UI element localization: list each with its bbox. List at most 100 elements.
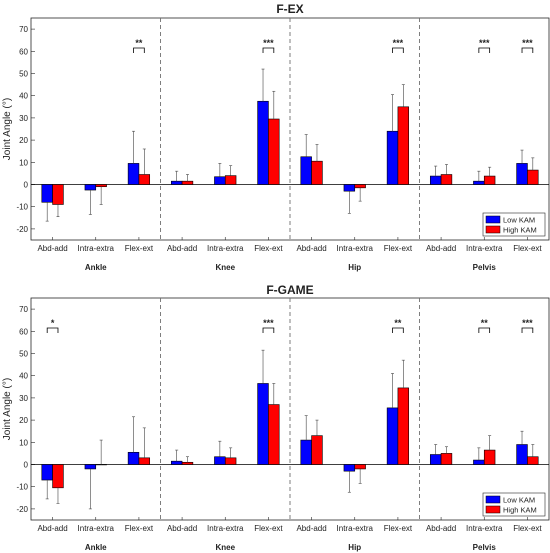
bar-low-kam — [214, 176, 226, 185]
y-tick-label: 60 — [19, 327, 28, 336]
y-tick-label: 30 — [19, 394, 28, 403]
category-label: Abd-add — [296, 524, 326, 533]
y-tick-label: -10 — [16, 483, 28, 492]
significance-label: *** — [263, 38, 274, 48]
significance-label: ** — [394, 318, 402, 328]
y-tick-label: -20 — [16, 225, 28, 234]
group-label: Ankle — [85, 263, 107, 272]
bar-high-kam — [311, 435, 323, 465]
significance-label: ** — [135, 38, 143, 48]
bar-low-kam — [127, 163, 140, 185]
bar-low-kam — [516, 444, 528, 465]
category-label: Flex-ext — [125, 524, 154, 533]
bar-low-kam — [300, 439, 312, 465]
bar-high-kam — [397, 106, 410, 185]
bar-high-kam — [354, 464, 366, 470]
y-tick-label: 30 — [19, 114, 28, 123]
group-label: Ankle — [85, 543, 107, 552]
significance-bracket — [521, 327, 534, 333]
y-tick-label: 0 — [24, 181, 29, 190]
group-label: Hip — [348, 263, 361, 272]
y-tick-label: 10 — [19, 438, 28, 447]
bar-low-kam — [516, 163, 528, 185]
bar-low-kam — [41, 464, 53, 481]
significance-label: *** — [479, 38, 490, 48]
bar-low-kam — [429, 175, 442, 185]
significance-bracket — [521, 47, 534, 53]
bar-low-kam — [473, 459, 485, 465]
bar-low-kam — [257, 383, 269, 465]
bar-high-kam — [440, 174, 453, 185]
plot-frame — [30, 17, 550, 241]
category-label: Intra-extra — [78, 524, 115, 533]
y-tick-label: -20 — [16, 505, 28, 514]
bar-low-kam — [41, 184, 53, 203]
significance-label: *** — [522, 318, 533, 328]
significance-bracket — [392, 327, 404, 333]
y-tick-label: 70 — [19, 305, 28, 314]
category-label: Abd-add — [426, 244, 456, 253]
bar-high-kam — [483, 449, 496, 465]
significance-label: *** — [393, 38, 404, 48]
category-label: Intra-extra — [207, 244, 244, 253]
y-tick-label: 70 — [19, 25, 28, 34]
bar-low-kam — [386, 407, 399, 465]
significance-bracket — [262, 47, 275, 53]
y-tick-label: 20 — [19, 416, 28, 425]
category-label: Intra-extra — [207, 524, 244, 533]
bar-low-kam — [386, 130, 399, 185]
significance-label: ** — [481, 318, 489, 328]
bar-low-kam — [257, 100, 269, 185]
bar-low-kam — [343, 184, 356, 192]
bar-high-kam — [181, 461, 194, 465]
y-tick-label: 0 — [24, 461, 29, 470]
bar-high-kam — [397, 387, 410, 465]
plot-frame — [30, 297, 550, 521]
bar-high-kam — [181, 180, 194, 185]
chart-panel-2: F-GAME Joint Angle (°) -20 -10 0 10 20 30 40 50 60… — [2, 283, 550, 552]
category-label: Abd-add — [37, 244, 67, 253]
y-tick-label: 50 — [19, 70, 28, 79]
significance-label: *** — [522, 38, 533, 48]
category-label: Abd-add — [426, 524, 456, 533]
group-label: Knee — [215, 263, 235, 272]
bar-low-kam — [473, 180, 485, 185]
bar-high-kam — [224, 175, 237, 185]
bar-low-kam — [84, 184, 97, 191]
group-label: Hip — [348, 543, 361, 552]
group-label: Knee — [215, 543, 235, 552]
bar-high-kam — [527, 456, 539, 465]
significance-bracket — [46, 327, 59, 333]
bar-high-kam — [95, 184, 107, 188]
y-tick-label: 40 — [19, 92, 28, 101]
bar-high-kam — [354, 184, 366, 189]
category-label: Intra-extra — [337, 524, 374, 533]
y-tick-label: 60 — [19, 47, 28, 56]
bar-low-kam — [343, 464, 356, 472]
bar-high-kam — [311, 160, 323, 185]
category-label: Flex-ext — [513, 524, 542, 533]
category-label: Intra-extra — [337, 244, 374, 253]
bar-high-kam — [138, 457, 151, 465]
legend-swatch-low-kam — [485, 215, 501, 224]
chart-title: F-EX — [276, 2, 303, 16]
significance-label: *** — [263, 318, 274, 328]
bar-high-kam — [138, 174, 151, 185]
category-label: Abd-add — [167, 244, 197, 253]
bar-low-kam — [300, 156, 312, 185]
bar-high-kam — [224, 457, 237, 465]
bar-low-kam — [429, 454, 442, 465]
legend-label: Low KAM — [503, 216, 535, 225]
category-label: Flex-ext — [254, 524, 283, 533]
bar-low-kam — [170, 460, 183, 465]
significance-bracket — [262, 327, 275, 333]
category-label: Abd-add — [296, 244, 326, 253]
bar-high-kam — [268, 118, 280, 185]
bar-high-kam — [52, 184, 64, 205]
bar-high-kam — [268, 404, 280, 465]
group-label: Pelvis — [473, 263, 497, 272]
y-axis-label: Joint Angle (°) — [2, 98, 13, 160]
